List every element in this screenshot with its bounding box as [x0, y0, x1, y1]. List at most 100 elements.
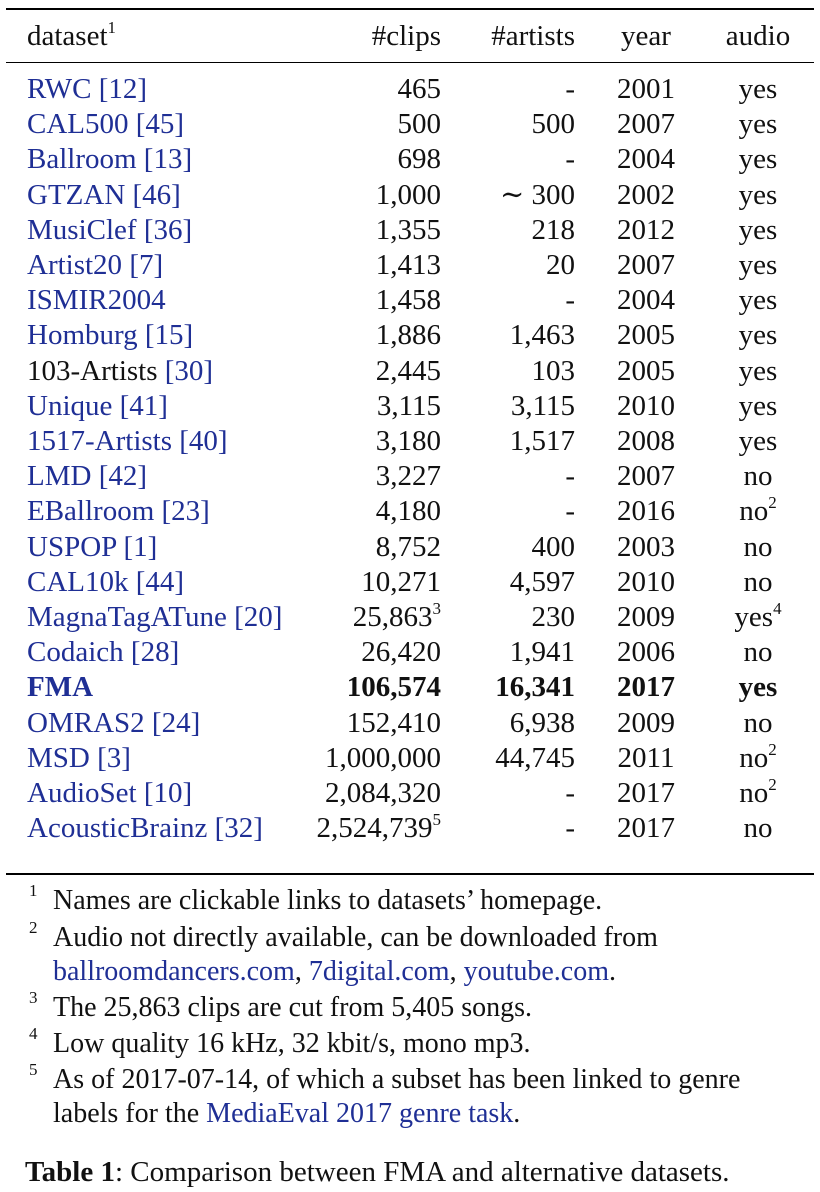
citation-link[interactable]: [12] [98, 73, 148, 105]
citation-link[interactable]: [15] [144, 319, 194, 352]
header-audio: audio [725, 20, 791, 52]
citation-link[interactable]: [30] [164, 354, 214, 387]
audio-cell: no2 [739, 741, 777, 775]
citation-link[interactable]: [24] [151, 706, 201, 739]
artists-cell: 20 [546, 249, 575, 281]
dataset-name-cell: OMRAS2 [24] [27, 706, 200, 740]
citation-link[interactable]: [36] [143, 213, 193, 246]
dataset-name-cell: 103-Artists [30] [27, 354, 213, 388]
audio-value: yes [738, 425, 778, 457]
audio-cell: yes [739, 248, 778, 282]
dataset-link[interactable]: USPOP [27, 530, 117, 563]
dataset-link[interactable]: MSD [27, 741, 90, 774]
audio-value: no [743, 460, 773, 493]
dataset-name-cell: MSD [3] [27, 741, 131, 775]
artists-cell: - [565, 777, 575, 809]
link-mediaeval[interactable]: MediaEval 2017 genre task [206, 1098, 514, 1129]
clips-cell: 1,000,000 [325, 741, 441, 775]
clips-footnote-mark: 5 [432, 810, 442, 830]
dataset-link[interactable]: 1517-Artists [27, 425, 172, 457]
link-ballroomdancers[interactable]: ballroomdancers.com [53, 956, 295, 987]
artists-cell: - [565, 495, 575, 528]
dataset-link[interactable]: LMD [27, 460, 92, 493]
citation-link[interactable]: [46] [132, 178, 181, 211]
dataset-link[interactable]: MusiClef [27, 213, 137, 246]
citation-link[interactable]: [44] [135, 565, 185, 598]
dataset-link[interactable]: Unique [27, 389, 113, 422]
link-youtube[interactable]: youtube.com [463, 956, 609, 987]
dataset-link[interactable]: EBallroom [27, 495, 155, 528]
clips-value: 1,000 [375, 178, 441, 211]
footnote-line2: labels for the MediaEval 2017 genre task… [53, 1097, 520, 1131]
citation-link[interactable]: [7] [129, 249, 164, 281]
citation-link[interactable]: [1] [123, 530, 158, 563]
audio-cell: no2 [739, 494, 777, 528]
clips-value: 2,524,739 [316, 812, 433, 845]
dataset-link[interactable]: Homburg [27, 319, 138, 352]
dataset-name-cell: GTZAN [46] [27, 178, 181, 212]
audio-value: yes [738, 143, 778, 176]
dataset-name-cell: EBallroom [23] [27, 494, 210, 528]
clips-value: 1,413 [375, 249, 441, 281]
dataset-link[interactable]: Artist20 [27, 249, 123, 281]
dataset-link[interactable]: Codaich [27, 636, 124, 669]
citation-link[interactable]: [32] [214, 812, 263, 845]
dataset-name-cell: MagnaTagATune [20] [27, 600, 282, 634]
audio-footnote-mark: 2 [768, 739, 777, 759]
clips-cell: 465 [398, 72, 442, 106]
audio-cell: yes4 [734, 600, 781, 634]
audio-cell: yes [739, 283, 778, 317]
dataset-link[interactable]: AudioSet [27, 777, 137, 809]
clips-value: 2,445 [375, 354, 441, 387]
citation-link[interactable]: [3] [97, 741, 131, 774]
audio-cell: no [744, 706, 773, 740]
audio-cell: yes [739, 107, 778, 141]
clips-value: 698 [397, 143, 442, 176]
clips-footnote-mark: 3 [432, 599, 442, 618]
clips-cell: 25,8633 [353, 600, 441, 634]
dataset-name-cell: AudioSet [10] [27, 776, 192, 810]
dataset-link[interactable]: AcousticBrainz [27, 812, 208, 845]
citation-link[interactable]: [45] [135, 108, 185, 141]
artists-cell: ∼ 300 [499, 178, 575, 211]
dataset-link[interactable]: CAL10k [27, 565, 129, 598]
dataset-link[interactable]: CAL500 [27, 108, 129, 141]
citation-link[interactable]: [28] [130, 636, 180, 669]
clips-value: 1,000,000 [325, 741, 441, 774]
footnote-mark: 4 [29, 1024, 38, 1043]
footnote-line2-prefix: labels for the [53, 1098, 207, 1129]
audio-value: no [743, 636, 773, 669]
audio-value: yes [738, 213, 778, 246]
citation-link[interactable]: [20] [234, 601, 283, 633]
citation-link[interactable]: [42] [98, 460, 148, 493]
dataset-link[interactable]: GTZAN [27, 178, 126, 211]
clips-cell: 1,886 [376, 318, 441, 352]
audio-value: yes [738, 73, 778, 105]
citation-link[interactable]: [13] [143, 143, 193, 176]
citation-link[interactable]: [23] [161, 495, 210, 528]
citation-link[interactable]: [40] [179, 425, 228, 457]
artists-cell: 44,745 [495, 741, 575, 774]
dataset-name-cell: AcousticBrainz [32] [27, 811, 263, 845]
dataset-link[interactable]: RWC [27, 73, 92, 105]
audio-value: yes [738, 284, 778, 317]
header-dataset: dataset1 [27, 18, 117, 52]
footnote-mark: 1 [29, 881, 38, 900]
clips-value: 3,115 [376, 389, 441, 422]
clips-cell: 2,084,320 [325, 776, 441, 810]
year-cell: 2009 [617, 601, 675, 633]
dataset-link[interactable]: Ballroom [27, 143, 137, 176]
dataset-link[interactable]: OMRAS2 [27, 706, 145, 739]
citation-link[interactable]: [10] [143, 777, 193, 809]
dataset-link[interactable]: FMA [27, 671, 94, 704]
dataset-link[interactable]: MagnaTagATune [27, 601, 227, 633]
citation-link[interactable]: [41] [119, 389, 168, 422]
clips-value: 465 [397, 73, 442, 105]
audio-value: yes [738, 671, 778, 704]
clips-cell: 1,355 [376, 213, 441, 247]
link-7digital[interactable]: 7digital.com [308, 956, 450, 987]
header-rule [6, 62, 814, 63]
header-year: year [621, 20, 671, 52]
dataset-link[interactable]: ISMIR2004 [27, 284, 166, 317]
audio-value: yes [738, 389, 778, 422]
